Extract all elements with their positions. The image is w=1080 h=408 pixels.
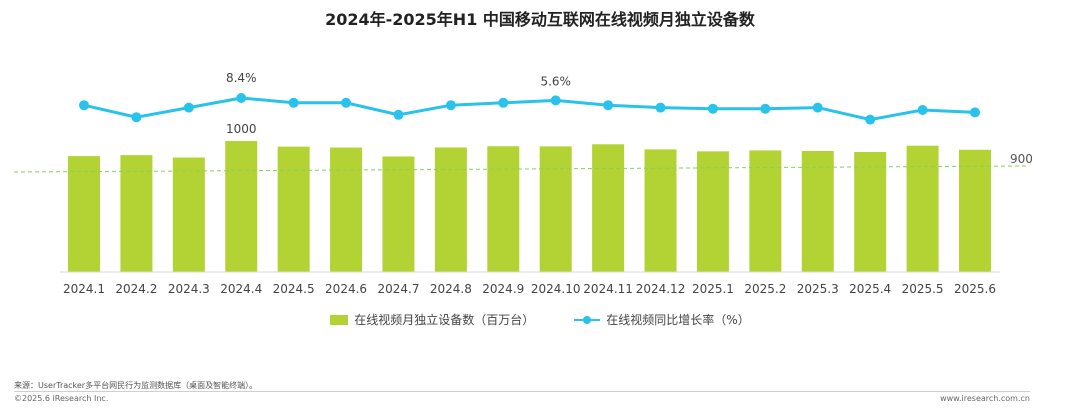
line-point-2025.6 xyxy=(970,107,980,118)
reference-label: 900 xyxy=(1010,152,1033,166)
legend-item-bar: 在线视频月独立设备数（百万台） xyxy=(330,311,534,328)
chart-svg: 900 2024.1 2024.2 2024.3 2024.4 2024.5 2024.6… xyxy=(13,71,1033,296)
bar-2024.7 xyxy=(382,156,415,272)
bar-2025.4 xyxy=(854,152,887,272)
bar-2024.11 xyxy=(592,144,625,272)
x-tick-label: 2024.5 xyxy=(273,282,315,296)
bar-peak-label: 1000 xyxy=(226,122,257,136)
legend-line-label: 在线视频同比增长率（%） xyxy=(606,313,750,327)
bar-2024.10 xyxy=(539,146,572,272)
x-tick-label: 2024.3 xyxy=(168,282,210,296)
line-point-2024.9 xyxy=(498,97,509,108)
x-tick-label: 2024.10 xyxy=(531,282,581,296)
bar-2024.3 xyxy=(172,157,205,272)
line-point-2024.4 xyxy=(236,93,247,103)
line-point-2024.10 xyxy=(550,95,561,106)
line-point-2024.8 xyxy=(445,100,456,111)
line-point-2024.7 xyxy=(393,109,404,120)
line-point-2024.2 xyxy=(131,112,142,123)
growth-rate-line xyxy=(83,96,976,122)
bar-2024.2 xyxy=(120,155,153,272)
bar-2024.6 xyxy=(330,147,363,272)
line-point-2024.6 xyxy=(341,97,352,108)
legend-item-line: 在线视频同比增长率（%） xyxy=(574,311,750,328)
chart-legend: 在线视频月独立设备数（百万台） 在线视频同比增长率（%） xyxy=(0,311,1080,328)
x-tick-label: 2025.6 xyxy=(954,282,996,296)
line-peak2-label: 5.6% xyxy=(540,74,571,88)
bar-2025.2 xyxy=(749,150,782,272)
line-point-2025.3 xyxy=(812,102,823,113)
x-tick-label: 2024.1 xyxy=(63,282,105,296)
footer-divider xyxy=(14,391,1030,392)
x-tick-label: 2024.2 xyxy=(115,282,157,296)
line-point-2024.5 xyxy=(288,97,299,108)
bar-2025.6 xyxy=(959,149,991,272)
bar-2024.12 xyxy=(644,149,677,272)
x-tick-label: 2024.7 xyxy=(377,282,419,296)
bar-2025.5 xyxy=(906,145,939,272)
x-tick-label: 2025.2 xyxy=(744,282,786,296)
bar-2025.1 xyxy=(696,151,729,272)
legend-line-swatch xyxy=(574,315,601,325)
bar-2024.8 xyxy=(434,147,467,272)
line-point-2025.2 xyxy=(760,103,771,114)
x-tick-label: 2024.8 xyxy=(430,282,472,296)
x-tick-label: 2024.11 xyxy=(583,282,633,296)
x-tick-label: 2024.9 xyxy=(482,282,524,296)
x-tick-label: 2024.12 xyxy=(636,282,686,296)
x-tick-label: 2025.3 xyxy=(797,282,839,296)
x-tick-label: 2025.4 xyxy=(849,282,891,296)
bar-2024.4 xyxy=(225,141,258,272)
bar-2024.9 xyxy=(487,146,520,272)
x-tick-label: 2024.6 xyxy=(325,282,367,296)
source-note: 来源：UserTracker多平台网民行为监测数据库（桌面及智能终端）。 xyxy=(14,381,258,390)
line-point-2024.12 xyxy=(655,102,666,113)
line-point-2025.1 xyxy=(707,103,718,114)
line-peak-label: 8.4% xyxy=(226,71,257,85)
line-point-2025.4 xyxy=(865,114,876,125)
bar-2024.1 xyxy=(68,156,100,272)
line-point-2024.3 xyxy=(183,102,194,113)
line-point-2025.5 xyxy=(917,105,928,115)
x-tick-label: 2024.4 xyxy=(220,282,262,296)
legend-bar-swatch xyxy=(330,314,349,325)
legend-bar-label: 在线视频月独立设备数（百万台） xyxy=(354,313,535,327)
bar-2025.3 xyxy=(801,150,834,272)
copyright-text: ©2025.6 iResearch Inc. xyxy=(14,394,109,403)
x-tick-label: 2025.1 xyxy=(692,282,734,296)
bar-2024.5 xyxy=(277,146,310,272)
x-tick-label: 2025.5 xyxy=(902,282,944,296)
website-link: www.iresearch.com.cn xyxy=(940,394,1030,403)
line-point-2024.1 xyxy=(79,100,89,111)
chart-title: 2024年-2025年H1 中国移动互联网在线视频月独立设备数 xyxy=(325,10,755,29)
reference-line xyxy=(13,165,1027,173)
line-point-2024.11 xyxy=(603,100,614,111)
